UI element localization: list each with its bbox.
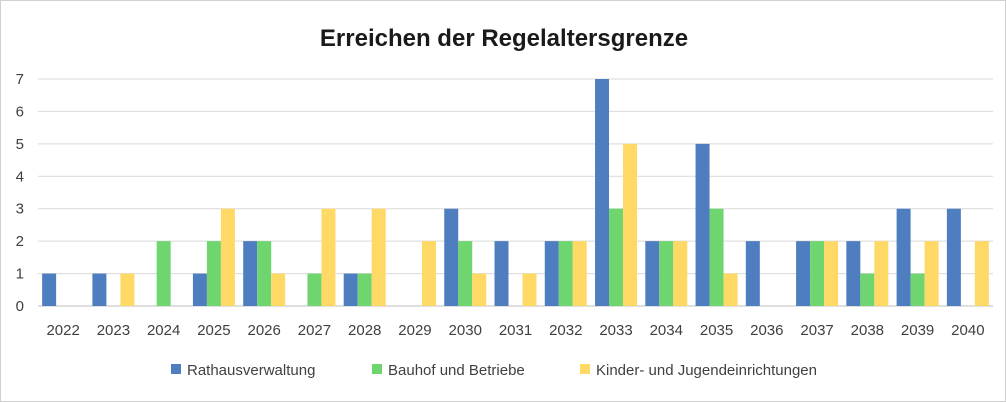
y-tick-label: 3 bbox=[16, 201, 24, 218]
x-tick-label: 2036 bbox=[750, 322, 783, 339]
bars bbox=[42, 79, 989, 306]
legend-label: Bauhof und Betriebe bbox=[388, 362, 525, 379]
bar bbox=[192, 273, 207, 306]
legend: Rathausverwaltung Bauhof und Betriebe Kind… bbox=[171, 362, 817, 379]
bar bbox=[896, 208, 911, 306]
bar bbox=[522, 273, 537, 306]
bar bbox=[695, 143, 710, 306]
bar bbox=[645, 241, 660, 306]
x-tick-label: 2025 bbox=[197, 322, 230, 339]
y-tick-label: 0 bbox=[16, 298, 24, 315]
bar bbox=[421, 241, 436, 306]
bar bbox=[572, 241, 587, 306]
y-axis-ticks: 0 1 2 3 4 5 6 7 bbox=[16, 71, 24, 315]
bar bbox=[796, 241, 811, 306]
bar bbox=[558, 241, 573, 306]
x-tick-label: 2034 bbox=[650, 322, 683, 339]
bar bbox=[924, 241, 939, 306]
x-tick-label: 2023 bbox=[97, 322, 130, 339]
legend-label: Rathausverwaltung bbox=[187, 362, 315, 379]
y-tick-label: 1 bbox=[16, 266, 24, 283]
bar bbox=[371, 208, 386, 306]
x-tick-label: 2030 bbox=[449, 322, 482, 339]
legend-swatch bbox=[171, 364, 181, 374]
bar bbox=[472, 273, 487, 306]
x-tick-label: 2039 bbox=[901, 322, 934, 339]
bar bbox=[156, 241, 171, 306]
bar bbox=[206, 241, 221, 306]
bar bbox=[974, 241, 989, 306]
x-tick-label: 2031 bbox=[499, 322, 532, 339]
bar bbox=[544, 241, 559, 306]
bar bbox=[709, 208, 724, 306]
bar bbox=[444, 208, 459, 306]
bar bbox=[723, 273, 738, 306]
bar bbox=[357, 273, 372, 306]
bar bbox=[257, 241, 272, 306]
legend-swatch bbox=[580, 364, 590, 374]
x-tick-label: 2032 bbox=[549, 322, 582, 339]
bar bbox=[307, 273, 322, 306]
x-tick-label: 2022 bbox=[46, 322, 79, 339]
x-tick-label: 2029 bbox=[398, 322, 431, 339]
x-tick-label: 2038 bbox=[851, 322, 884, 339]
x-tick-label: 2040 bbox=[951, 322, 984, 339]
bar bbox=[745, 241, 760, 306]
chart-title: Erreichen der Regelaltersgrenze bbox=[320, 25, 688, 52]
x-tick-label: 2024 bbox=[147, 322, 180, 339]
bar bbox=[321, 208, 336, 306]
x-tick-label: 2033 bbox=[599, 322, 632, 339]
bar bbox=[810, 241, 825, 306]
bar bbox=[271, 273, 286, 306]
legend-swatch bbox=[372, 364, 382, 374]
bar bbox=[824, 241, 839, 306]
y-tick-label: 6 bbox=[16, 103, 24, 120]
bar bbox=[860, 273, 875, 306]
bar bbox=[343, 273, 358, 306]
x-tick-label: 2035 bbox=[700, 322, 733, 339]
x-axis-ticks: 2022 2023 2024 2025 2026 2027 2028 2029 2030 2031… bbox=[46, 322, 984, 339]
bar bbox=[609, 208, 624, 306]
bar bbox=[220, 208, 235, 306]
bar bbox=[623, 143, 638, 306]
y-tick-label: 2 bbox=[16, 233, 24, 250]
bar bbox=[243, 241, 258, 306]
x-tick-label: 2026 bbox=[247, 322, 280, 339]
bar bbox=[42, 273, 57, 306]
y-tick-label: 7 bbox=[16, 71, 24, 88]
bar bbox=[946, 208, 961, 306]
legend-label: Kinder- und Jugendeinrichtungen bbox=[596, 362, 817, 379]
bar bbox=[910, 273, 925, 306]
bar bbox=[494, 241, 509, 306]
x-tick-label: 2037 bbox=[800, 322, 833, 339]
bar bbox=[120, 273, 135, 306]
x-tick-label: 2028 bbox=[348, 322, 381, 339]
y-tick-label: 4 bbox=[16, 168, 24, 185]
bar bbox=[92, 273, 107, 306]
bar bbox=[846, 241, 861, 306]
bar bbox=[673, 241, 688, 306]
bar bbox=[659, 241, 674, 306]
x-tick-label: 2027 bbox=[298, 322, 331, 339]
bar bbox=[874, 241, 889, 306]
bar bbox=[595, 79, 610, 306]
y-tick-label: 5 bbox=[16, 136, 24, 153]
bar bbox=[458, 241, 473, 306]
